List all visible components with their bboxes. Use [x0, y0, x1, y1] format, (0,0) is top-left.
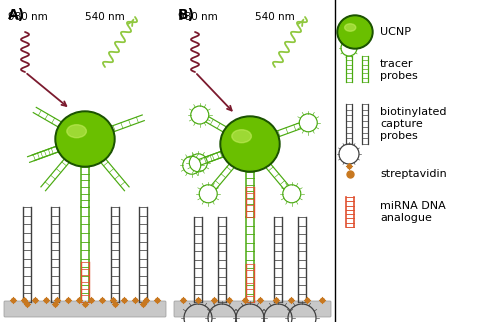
FancyBboxPatch shape [4, 301, 166, 317]
Text: miRNA DNA
analogue: miRNA DNA analogue [380, 201, 446, 223]
Ellipse shape [55, 111, 115, 167]
Ellipse shape [222, 118, 278, 170]
Text: tracer
probes: tracer probes [380, 59, 418, 81]
Text: biotinylated
capture
probes: biotinylated capture probes [380, 108, 446, 141]
Ellipse shape [232, 130, 252, 143]
Text: streptavidin: streptavidin [380, 169, 447, 179]
Ellipse shape [339, 17, 371, 47]
Text: 980 nm: 980 nm [178, 12, 218, 22]
Text: A): A) [8, 8, 25, 22]
Ellipse shape [67, 125, 86, 138]
Text: B): B) [178, 8, 195, 22]
Text: UCNP: UCNP [380, 27, 411, 37]
FancyBboxPatch shape [174, 301, 331, 317]
Ellipse shape [57, 113, 113, 165]
Text: 540 nm: 540 nm [85, 12, 125, 22]
Text: 980 nm: 980 nm [8, 12, 48, 22]
Ellipse shape [337, 15, 373, 49]
Text: 540 nm: 540 nm [255, 12, 295, 22]
Ellipse shape [220, 116, 280, 172]
Ellipse shape [344, 24, 356, 31]
